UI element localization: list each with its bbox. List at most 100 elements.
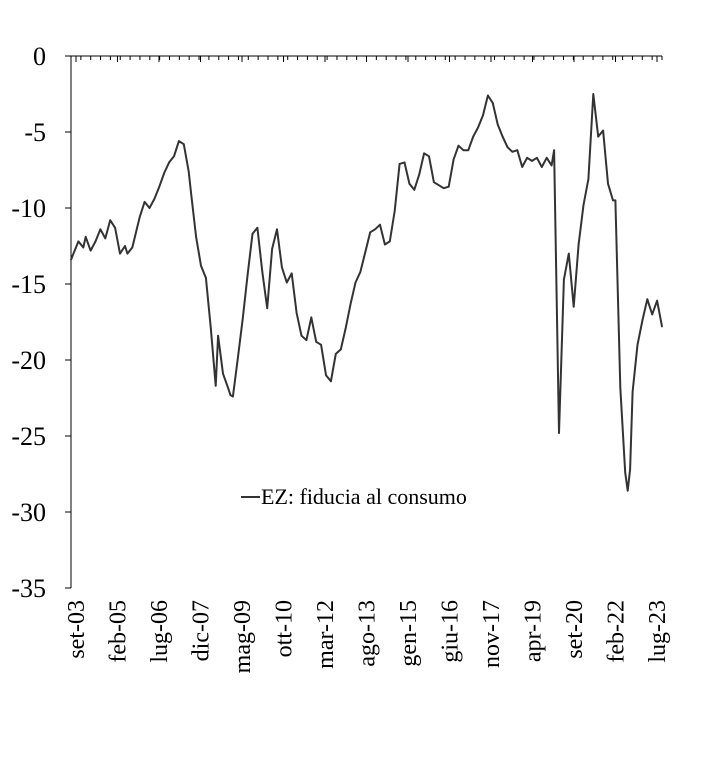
data-point [389, 240, 391, 243]
data-point [163, 172, 165, 174]
data-point [124, 245, 126, 247]
data-point [84, 236, 87, 238]
data-point [563, 278, 565, 281]
data-point [256, 227, 259, 229]
data-point [335, 353, 337, 355]
data-point [501, 135, 504, 138]
data-point [295, 312, 298, 314]
data-point [545, 157, 548, 159]
data-point [99, 228, 102, 231]
data-point [482, 114, 484, 117]
data-point [222, 372, 224, 375]
data-point [153, 198, 156, 200]
x-tick-label: mag-09 [230, 600, 256, 673]
data-point [94, 240, 97, 243]
data-point [315, 341, 318, 343]
data-point [438, 184, 440, 186]
data-point [651, 313, 653, 316]
data-point [492, 102, 494, 104]
data-point [241, 318, 244, 320]
legend: EZ: fiducia al consumo [241, 484, 467, 509]
data-point [457, 144, 460, 147]
y-tick-label: 0 [33, 42, 46, 71]
y-tick-label: -5 [24, 118, 46, 147]
data-point [119, 252, 121, 255]
data-point [261, 271, 264, 273]
data-point [629, 468, 631, 471]
data-point [413, 189, 416, 191]
data-point [614, 199, 617, 202]
data-point [190, 193, 192, 196]
data-point [114, 227, 116, 229]
data-point [330, 380, 332, 383]
x-tick-label: feb-22 [604, 600, 630, 663]
data-point [531, 160, 533, 162]
data-point [428, 155, 430, 158]
data-point [104, 237, 107, 240]
data-point [340, 348, 342, 351]
data-point [661, 325, 663, 328]
x-tick-label: nov-17 [479, 600, 505, 668]
data-point [393, 210, 396, 212]
data-point [300, 334, 303, 337]
data-point [229, 394, 232, 396]
data-point [237, 357, 239, 360]
data-point [266, 307, 269, 310]
x-tick-label: set-03 [64, 600, 90, 659]
data-point [89, 249, 92, 252]
data-point [344, 327, 347, 329]
x-tick-label: lug-23 [645, 600, 671, 663]
data-point [271, 248, 273, 250]
data-point [168, 161, 170, 164]
x-tick-label: feb-05 [106, 600, 132, 663]
data-point [541, 166, 543, 168]
data-point [286, 281, 288, 284]
data-point [572, 306, 575, 308]
data-point [354, 281, 357, 284]
x-tick-label: lug-06 [147, 600, 173, 663]
x-tick-label: gen-15 [396, 600, 422, 667]
y-tick-label: -15 [11, 270, 46, 299]
data-point [138, 216, 141, 218]
y-tick-label: -20 [11, 346, 46, 375]
x-tick-label: giu-16 [438, 600, 464, 663]
data-point [636, 344, 639, 346]
data-point [619, 386, 622, 389]
data-point [379, 223, 381, 226]
data-point [521, 166, 523, 168]
data-point [320, 344, 322, 346]
data-point [173, 155, 175, 158]
data-point [626, 489, 629, 492]
data-point [646, 298, 649, 301]
data-point [403, 161, 406, 164]
data-point [232, 395, 234, 398]
data-point [526, 157, 528, 159]
data-point [447, 185, 450, 188]
data-point [131, 246, 134, 249]
data-point [452, 158, 455, 161]
data-point [408, 182, 411, 185]
data-point [310, 316, 313, 319]
data-point [187, 170, 190, 173]
data-point [70, 258, 72, 261]
data-point [364, 251, 367, 253]
data-point [126, 252, 129, 255]
data-point [210, 327, 212, 329]
x-axis: set-03 feb-05 lug-06 dic-07 mag-09 ott-10 mar-… [64, 55, 671, 673]
data-point [143, 201, 146, 203]
data-point [183, 143, 185, 145]
data-point [582, 204, 585, 206]
data-point [536, 157, 538, 159]
data-point [349, 303, 352, 305]
y-axis: 0 -5 -10 -15 -20 -25 -30 -35 [11, 42, 72, 603]
data-point [158, 185, 161, 188]
data-point [442, 187, 445, 189]
legend-label: EZ: fiducia al consumo [261, 484, 467, 509]
x-tick-label: mar-12 [313, 600, 339, 669]
data-point [577, 243, 580, 246]
data-point [325, 374, 327, 377]
data-point [511, 151, 514, 153]
y-tick-label: -10 [11, 194, 46, 223]
data-point [462, 149, 465, 151]
